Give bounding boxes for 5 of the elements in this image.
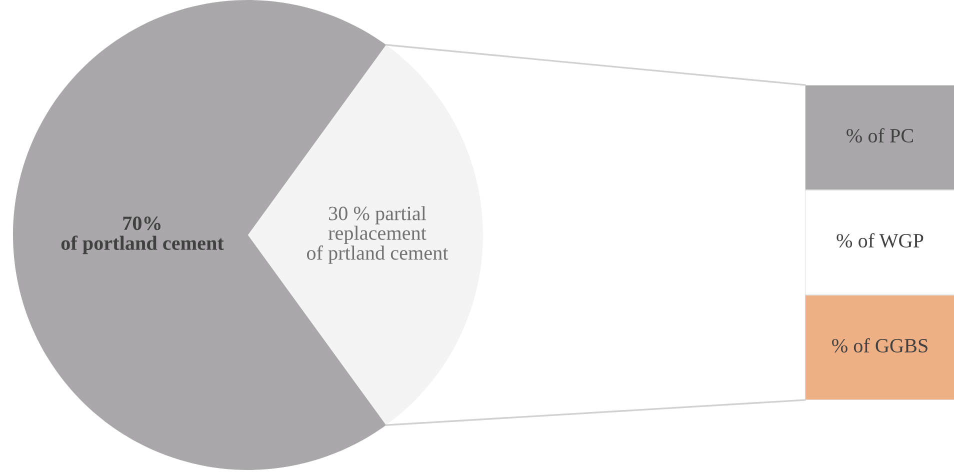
text: % of PC xyxy=(846,128,914,143)
slice-label: 30 % partial replacement of prtland cement xyxy=(307,206,448,264)
slice-label: 70% of portland cement xyxy=(61,216,224,254)
text: % of WGP xyxy=(836,233,924,248)
text: % of GGBS xyxy=(832,338,928,353)
